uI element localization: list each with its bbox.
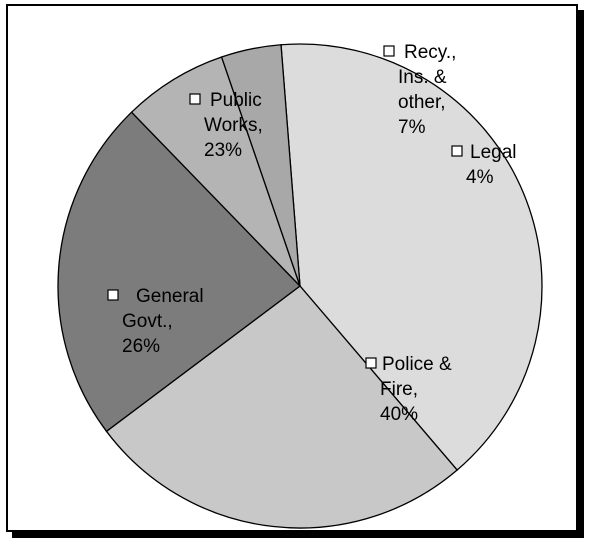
pie-slice: [280, 43, 543, 471]
slice-label-text: Police &: [382, 354, 452, 375]
slice-label-text: Recy.,: [404, 42, 456, 63]
slice-label-text: 7%: [398, 117, 426, 138]
slice-label-text: Ins. &: [398, 67, 447, 88]
slice-label: Police & Fire, 40%: [365, 354, 452, 425]
chart-frame: Police & Fire, 40% General Govt., 26% Public Wo…: [6, 4, 578, 532]
slice-label-text: 23%: [204, 140, 242, 161]
slice-label-text: other,: [398, 92, 446, 113]
legend-key-icon: [451, 145, 463, 157]
legend-key-icon: [365, 357, 377, 369]
slice-label: Legal 4%: [451, 142, 517, 188]
pie-slice: [57, 111, 301, 433]
slice-label-text: General: [136, 286, 204, 307]
legend-key-icon: [107, 289, 119, 301]
pie-slice: [105, 285, 459, 529]
slice-label: Public Works, 23%: [189, 90, 263, 161]
pie-chart: Police & Fire, 40% General Govt., 26% Public Wo…: [57, 42, 543, 529]
slice-label-text: Legal: [470, 142, 517, 163]
legend-key-icon: [383, 45, 395, 57]
pie-slice: [220, 44, 301, 287]
slice-label-text: Works,: [204, 115, 263, 136]
slice-label: General Govt., 26%: [107, 286, 204, 357]
slice-label-text: 26%: [122, 336, 160, 357]
legend-key-icon: [189, 93, 201, 105]
slice-label-text: 40%: [380, 404, 418, 425]
slice-label-text: Fire,: [380, 379, 418, 400]
slice-label-text: Govt.,: [122, 311, 173, 332]
slice-label-text: Public: [210, 90, 262, 111]
slice-label-text: 4%: [466, 167, 494, 188]
pie-slice: [130, 56, 301, 287]
slice-label: Recy., Ins. & other, 7%: [383, 42, 456, 138]
